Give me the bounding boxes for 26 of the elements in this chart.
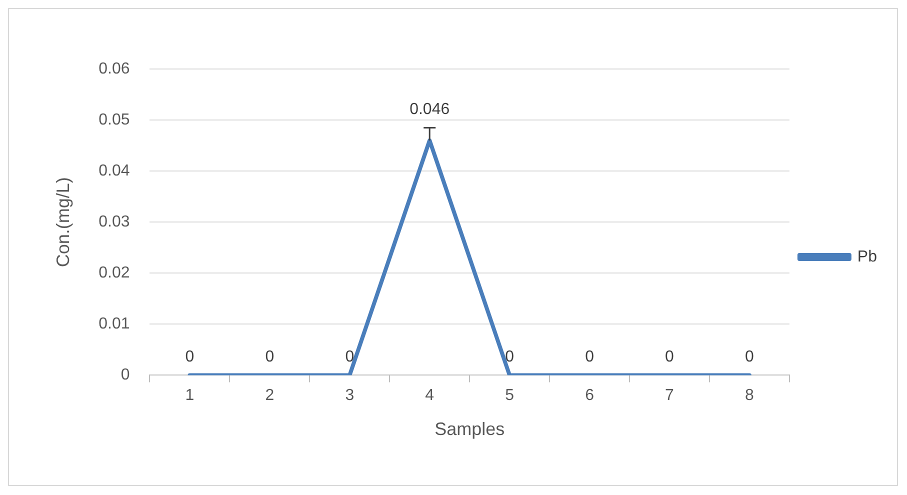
- x-tick-label: 3: [345, 387, 354, 404]
- data-label: 0: [744, 348, 754, 366]
- x-tick-label: 5: [505, 387, 514, 404]
- x-tick-label: 1: [185, 387, 194, 404]
- x-tick-label: 4: [425, 387, 434, 404]
- data-label: 0: [265, 348, 274, 366]
- y-tick-label: 0.02: [98, 264, 130, 282]
- data-label: 0: [665, 348, 674, 366]
- x-tick-label: 7: [665, 387, 674, 404]
- data-label: 0.046: [410, 101, 450, 118]
- y-tick-label: 0.06: [98, 60, 130, 78]
- y-axis-title: Con.(mg/L): [52, 177, 73, 268]
- y-tick-label: 0.04: [98, 162, 130, 180]
- data-label: 0: [585, 348, 594, 366]
- x-tick-label: 6: [585, 387, 594, 404]
- x-tick-label: 8: [744, 387, 754, 404]
- x-axis-title: Samples: [434, 419, 505, 440]
- x-tick-label: 2: [265, 387, 274, 404]
- legend-label: Pb: [857, 248, 878, 266]
- data-label: 0: [345, 348, 354, 366]
- y-tick-label: 0.01: [98, 316, 130, 333]
- y-tick-label: 0.05: [98, 111, 130, 128]
- data-label: 0: [505, 348, 514, 366]
- y-tick-label: 0: [120, 366, 130, 384]
- y-tick-label: 0.03: [98, 214, 130, 231]
- data-label: 0: [185, 348, 194, 366]
